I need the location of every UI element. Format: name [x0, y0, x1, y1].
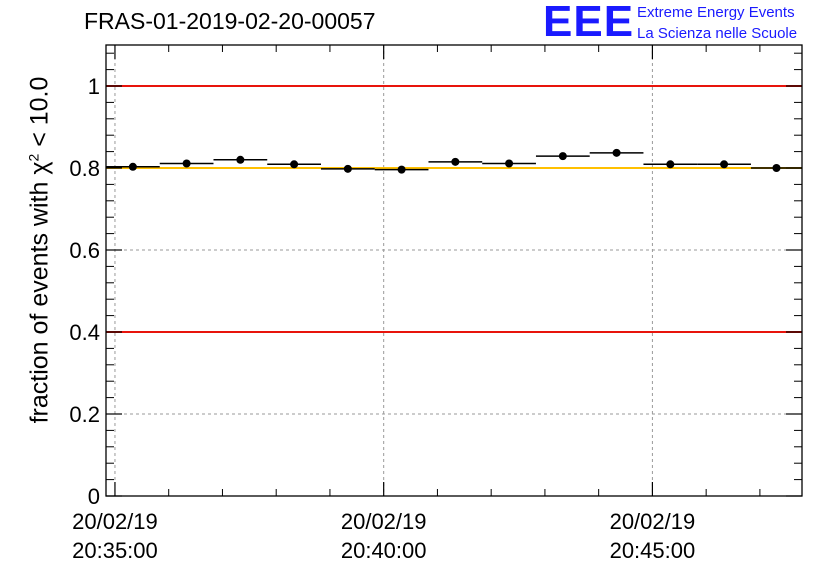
y-tick-label: 1: [88, 74, 100, 99]
data-point-marker: [720, 160, 729, 169]
plot-frame: [105, 44, 803, 497]
y-tick-label: 0.8: [69, 156, 100, 181]
x-tick-time-label: 20:40:00: [341, 538, 427, 563]
data-point-marker: [666, 160, 675, 169]
data-point-marker: [505, 159, 514, 168]
y-tick-label: 0.2: [69, 402, 100, 427]
y-tick-label: 0.4: [69, 320, 100, 345]
y-tick-label: 0: [88, 484, 100, 509]
y-tick-label: 0.6: [69, 238, 100, 263]
x-tick-date-label: 20/02/19: [72, 509, 158, 534]
logo-caption-line1: Extreme Energy Events: [637, 4, 795, 21]
data-point-marker: [182, 159, 191, 168]
data-point-marker: [772, 164, 781, 172]
eee-logo: EEE Extreme Energy Events La Scienza nel…: [543, 0, 833, 46]
x-tick-time-label: 20:35:00: [72, 538, 158, 563]
eee-logo-mark: EEE: [543, 0, 635, 46]
x-tick-date-label: 20/02/19: [610, 509, 696, 534]
chart-title: FRAS-01-2019-02-20-00057: [84, 8, 376, 34]
data-point-marker: [236, 155, 245, 164]
data-point-marker: [343, 164, 352, 173]
x-tick-time-label: 20:45:00: [610, 538, 696, 563]
data-point-marker: [397, 165, 406, 174]
logo-caption-line2: La Scienza nelle Scuole: [637, 25, 798, 42]
data-point-marker: [612, 148, 621, 157]
data-point-marker: [451, 157, 460, 166]
x-tick-date-label: 20/02/19: [341, 509, 427, 534]
data-point-marker: [290, 160, 299, 169]
data-point-marker: [558, 152, 567, 161]
data-point-marker: [128, 162, 137, 171]
